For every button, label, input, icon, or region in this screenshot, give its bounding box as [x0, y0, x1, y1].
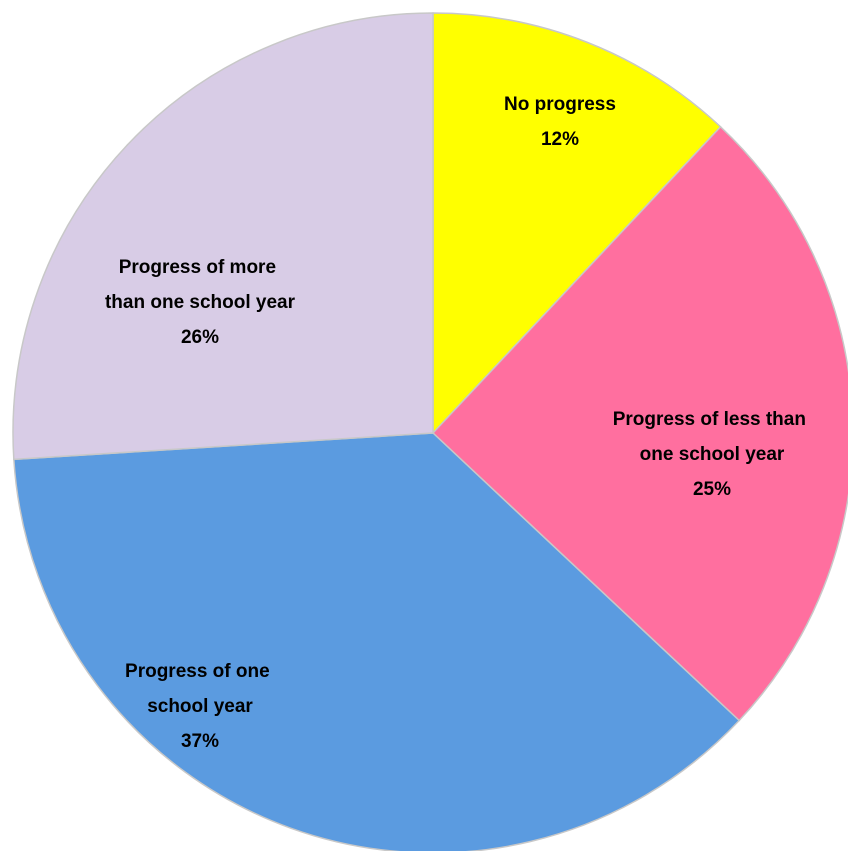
pie-slice	[431, 125, 848, 722]
slice-label: Progress of less than one school year	[613, 409, 812, 465]
slice-value-label: 26%	[181, 327, 219, 348]
slice-label: Progress of one school year	[125, 661, 275, 717]
slice-value-label: 37%	[181, 731, 219, 752]
slice-value-label: 12%	[541, 129, 579, 150]
slice-label: No progress	[504, 94, 616, 115]
pie-slice	[12, 12, 434, 461]
slice-label: Progress of more than one school year	[105, 257, 296, 313]
slice-value-label: 25%	[693, 479, 731, 500]
pie-slice	[432, 12, 722, 435]
pie-slice	[13, 432, 741, 851]
